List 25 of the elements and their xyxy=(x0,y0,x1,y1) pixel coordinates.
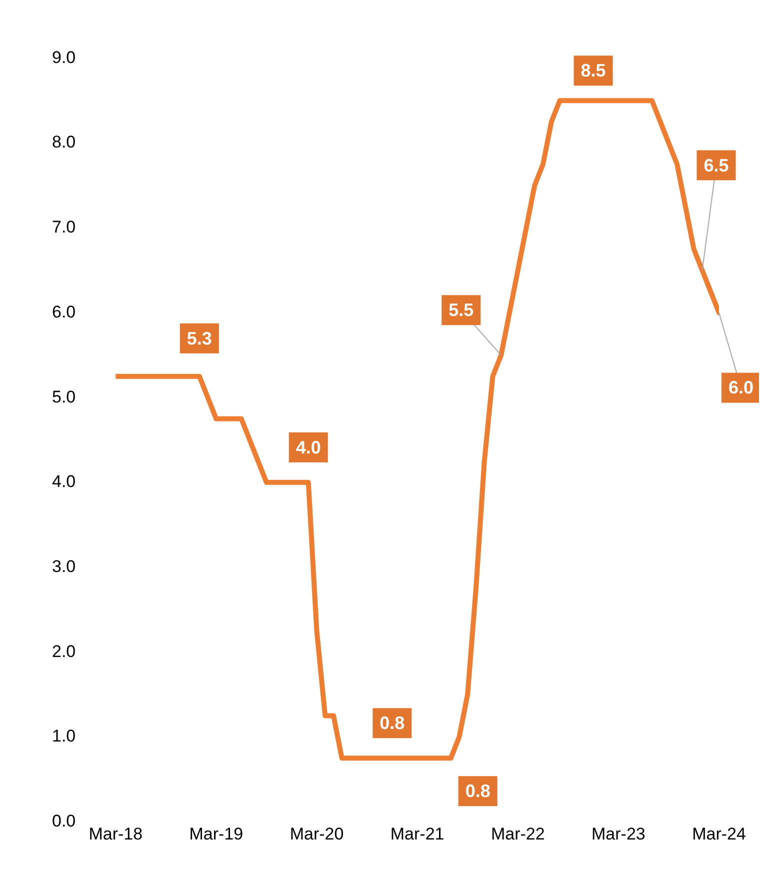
y-tick-label: 5.0 xyxy=(52,387,76,406)
y-tick-label: 3.0 xyxy=(52,556,76,576)
data-label: 5.5 xyxy=(448,300,474,320)
x-tick-label: Mar-18 xyxy=(88,824,143,844)
data-label: 4.0 xyxy=(296,437,321,458)
y-tick-label: 1.0 xyxy=(52,726,76,746)
y-tick-label: 6.0 xyxy=(52,302,76,322)
x-tick-label: Mar-19 xyxy=(189,824,244,844)
data-label: 6.5 xyxy=(704,155,729,176)
data-label: 6.0 xyxy=(728,378,754,398)
data-label: 0.8 xyxy=(380,713,405,734)
data-label: 0.8 xyxy=(465,781,490,802)
y-tick-label: 0.0 xyxy=(52,811,76,830)
x-tick-label: Mar-23 xyxy=(592,824,646,844)
data-label: 5.3 xyxy=(186,328,212,348)
y-tick-label: 7.0 xyxy=(52,218,76,237)
x-tick-label: Mar-20 xyxy=(290,824,344,844)
data-label: 8.5 xyxy=(580,60,606,81)
y-tick-label: 8.0 xyxy=(52,132,76,152)
x-tick-label: Mar-24 xyxy=(692,824,746,844)
y-tick-label: 9.0 xyxy=(52,48,76,67)
y-tick-label: 4.0 xyxy=(52,472,76,492)
x-tick-label: Mar-21 xyxy=(390,824,444,844)
x-tick-label: Mar-22 xyxy=(490,824,545,844)
y-tick-label: 2.0 xyxy=(52,642,76,661)
